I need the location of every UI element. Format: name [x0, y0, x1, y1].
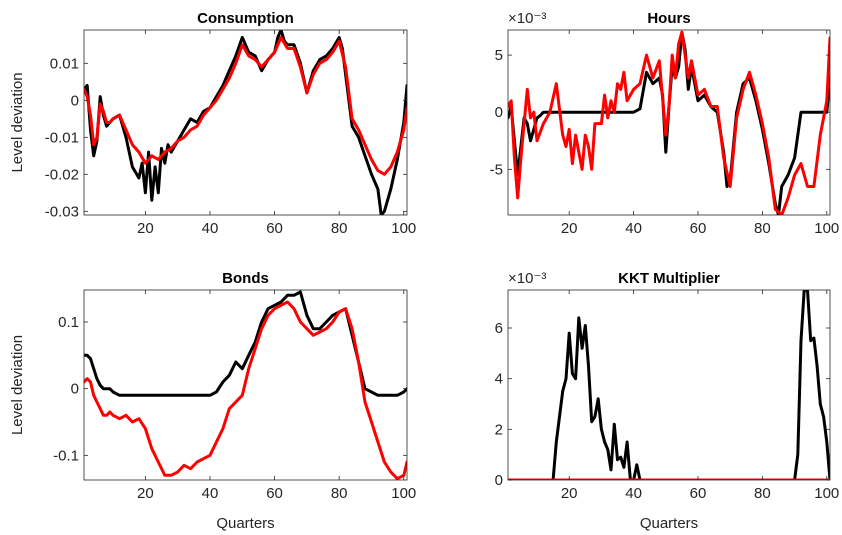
subplot-title: Bonds — [222, 270, 269, 287]
y-tick-label: -0.02 — [45, 166, 79, 183]
x-tick-label: 40 — [202, 220, 219, 237]
axes-box — [507, 29, 831, 216]
x-tick-label: 20 — [561, 485, 578, 502]
x-tick-label: 100 — [391, 220, 416, 237]
x-tick-label: 100 — [814, 220, 839, 237]
x-tick-label: 100 — [391, 485, 416, 502]
subplot-2: 20 40 60 80 100 -5 0 5 Hours ×10⁻³ — [490, 10, 840, 237]
subplot-3: 20 40 60 80 100 -0.1 0 0.1 Bonds Level deviation Q… — [9, 270, 416, 532]
y-tick-label: 5 — [495, 47, 503, 64]
series-line-black — [508, 290, 830, 480]
x-tick-label: 60 — [690, 485, 707, 502]
x-tick-label: 100 — [814, 485, 839, 502]
axes-box — [83, 289, 408, 481]
y-tick-label: 0.1 — [58, 314, 79, 331]
y-tick-label: 0.01 — [50, 55, 79, 72]
x-tick-label: 40 — [625, 485, 642, 502]
x-tick-label: 20 — [137, 485, 154, 502]
y-tick-label: 0 — [71, 92, 79, 109]
y-tick-label: -0.1 — [53, 447, 79, 464]
subplot-title: KKT Multiplier — [618, 270, 720, 287]
y-tick-label: -0.01 — [45, 129, 79, 146]
y-tick-label: 4 — [495, 371, 503, 388]
x-tick-label: 80 — [754, 220, 771, 237]
series-line-red — [508, 30, 830, 215]
series-group — [84, 30, 407, 215]
series-group — [84, 290, 407, 480]
x-tick-label: 60 — [266, 220, 283, 237]
axes-box — [83, 29, 408, 216]
series-line-black — [84, 30, 407, 215]
x-tick-label: 60 — [690, 220, 707, 237]
subplot-4: 20 40 60 80 100 0 2 4 6 KKT Multiplier ×10⁻³ Quarte… — [495, 270, 840, 532]
axes-box — [507, 289, 831, 481]
y-axis-label: Level deviation — [9, 72, 26, 172]
series-group — [508, 290, 830, 480]
y-tick-label: 0 — [495, 104, 503, 121]
series-line-red — [84, 35, 407, 176]
x-tick-label: 40 — [202, 485, 219, 502]
y-tick-label: 2 — [495, 421, 503, 438]
subplot-title: Hours — [647, 10, 690, 27]
x-tick-label: 60 — [266, 485, 283, 502]
y-tick-label: -5 — [490, 161, 503, 178]
x-tick-label: 20 — [137, 220, 154, 237]
x-tick-label: 80 — [754, 485, 771, 502]
x-axis-label: Quarters — [640, 515, 698, 532]
y-tick-label: 6 — [495, 320, 503, 337]
y-exponent-label: ×10⁻³ — [508, 10, 546, 27]
x-tick-label: 40 — [625, 220, 642, 237]
y-axis-label: Level deviation — [9, 335, 26, 435]
y-exponent-label: ×10⁻³ — [508, 270, 546, 287]
x-axis-label: Quarters — [216, 515, 274, 532]
x-tick-label: 80 — [331, 485, 348, 502]
series-line-red — [84, 300, 407, 480]
y-tick-label: -0.03 — [45, 203, 79, 220]
subplot-1: 20 40 60 80 100 -0.03 -0.02 -0.01 0 0.01 Consumpti… — [9, 10, 416, 237]
series-group — [508, 30, 830, 215]
x-tick-label: 80 — [331, 220, 348, 237]
y-tick-label: 0 — [71, 381, 79, 398]
y-tick-label: 0 — [495, 472, 503, 489]
x-tick-label: 20 — [561, 220, 578, 237]
subplot-title: Consumption — [197, 10, 294, 27]
series-line-black — [508, 30, 830, 215]
